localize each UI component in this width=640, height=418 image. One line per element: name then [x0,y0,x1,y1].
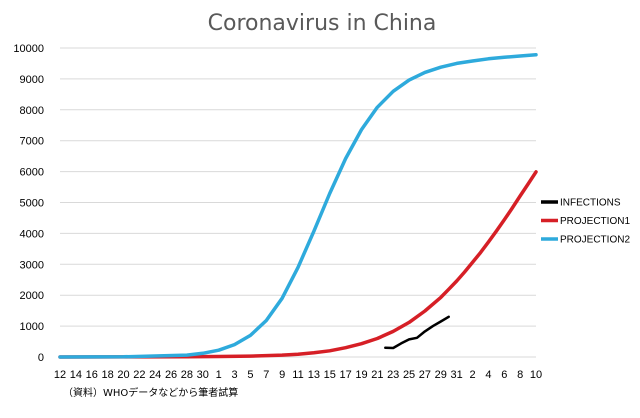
x-tick-label: 4 [485,369,491,381]
x-tick-label: 29 [435,369,447,381]
x-axis-ticks: 12 14 16 18 20 22 24 26 28 30 1 3 5 7 9 11 13 15 17 19 21 23 2… [54,369,542,381]
series-lines [58,53,538,359]
x-tick-label: 17 [339,369,351,381]
y-tick-label: 6000 [20,167,44,179]
x-tick-label: 6 [501,369,507,381]
series-line-projection2 [58,53,538,359]
x-tick-label: 28 [181,369,193,381]
x-tick-label: 25 [403,369,415,381]
y-tick-label: 1000 [20,321,44,333]
y-tick-label: 5000 [20,198,44,210]
x-tick-label: 3 [231,369,237,381]
chart-title: Coronavirus in China [208,11,437,36]
x-tick-label: 23 [387,369,399,381]
x-tick-label: 10 [530,369,542,381]
y-tick-label: 0 [38,352,44,364]
x-tick-label: 21 [371,369,383,381]
gridlines [60,47,536,358]
x-tick-label: 8 [517,369,523,381]
legend-label-projection2: PROJECTION2 [560,235,630,246]
x-tick-label: 2 [469,369,475,381]
y-axis-ticks: 0 1000 2000 3000 4000 5000 6000 7000 8000 9000 100… [13,43,44,364]
x-tick-label: 9 [279,369,285,381]
y-tick-label: 10000 [13,43,44,55]
y-tick-label: 2000 [20,290,44,302]
x-tick-label: 19 [355,369,367,381]
x-tick-label: 27 [419,369,431,381]
x-tick-label: 26 [165,369,177,381]
x-tick-label: 11 [292,369,303,381]
source-note: （資料）WHOデータなどから筆者試算 [63,386,238,399]
x-tick-label: 13 [308,369,320,381]
x-tick-label: 20 [117,369,129,381]
series-line-infections [384,315,450,350]
y-tick-label: 7000 [20,136,44,148]
y-tick-label: 3000 [20,259,44,271]
x-tick-label: 22 [133,369,145,381]
x-tick-label: 24 [149,369,161,381]
x-tick-label: 14 [70,369,82,381]
x-tick-label: 16 [86,369,98,381]
y-tick-label: 4000 [20,228,44,240]
x-tick-label: 18 [101,369,113,381]
legend: INFECTIONS PROJECTION1 PROJECTION2 [541,198,630,246]
x-tick-label: 12 [54,369,66,381]
y-tick-label: 8000 [20,105,44,117]
x-tick-label: 31 [451,369,463,381]
x-tick-label: 7 [263,369,269,381]
x-tick-label: 1 [216,369,222,381]
x-tick-label: 5 [247,369,253,381]
series-line-projection1 [58,170,538,359]
x-tick-label: 15 [324,369,336,381]
legend-label-projection1: PROJECTION1 [560,216,630,227]
x-tick-label: 30 [197,369,209,381]
y-tick-label: 9000 [20,74,44,86]
legend-label-infections: INFECTIONS [560,198,621,209]
